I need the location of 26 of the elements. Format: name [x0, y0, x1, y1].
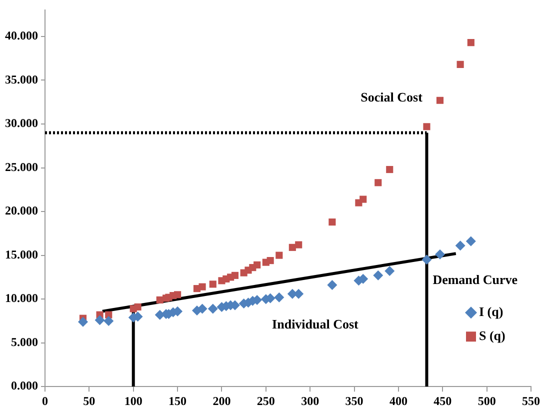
y-tick-label: 0.000 — [11, 378, 38, 393]
x-tick-label: 450 — [434, 394, 452, 408]
legend-label: S (q) — [479, 328, 506, 343]
y-tick-label: 40.000 — [5, 28, 38, 43]
y-tick-label: 30.000 — [5, 116, 38, 130]
annotation: Demand Curve — [432, 272, 518, 288]
annotation: Individual Cost — [272, 316, 360, 332]
y-tick-label: 20.000 — [5, 204, 38, 218]
x-tick-label: 350 — [345, 394, 364, 408]
annotation: Social Cost — [360, 89, 424, 104]
x-tick-label: 200 — [212, 394, 231, 408]
x-tick-label: 150 — [168, 394, 187, 408]
x-tick-label: 300 — [301, 394, 320, 408]
y-tick-label: 5.000 — [11, 334, 38, 349]
x-tick-label: 50 — [83, 394, 96, 408]
x-tick-label: 0 — [42, 394, 48, 408]
x-tick-label: 250 — [256, 394, 275, 408]
y-tick-label: 35.000 — [5, 72, 38, 86]
x-tick-label: 500 — [478, 394, 496, 408]
x-tick-label: 400 — [389, 394, 408, 408]
y-tick-label: 25.000 — [5, 160, 38, 174]
x-tick-label: 100 — [124, 394, 142, 408]
legend-label: I (q) — [479, 304, 504, 319]
y-tick-label: 10.000 — [5, 291, 38, 306]
x-tick-label: 550 — [522, 394, 540, 408]
y-tick-label: 15.000 — [5, 247, 38, 262]
